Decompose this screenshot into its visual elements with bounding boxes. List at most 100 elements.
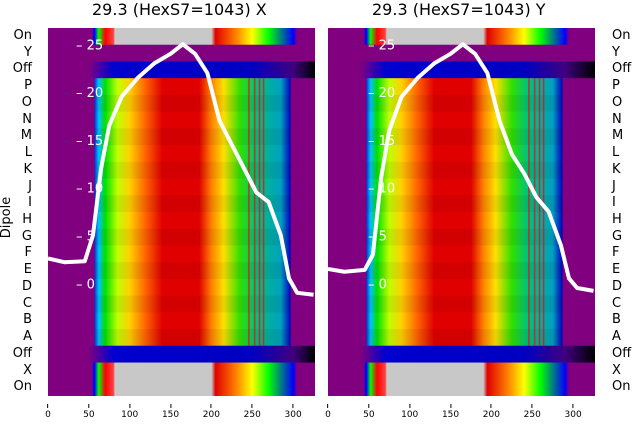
row-label: A xyxy=(612,329,621,345)
bottom-off-band xyxy=(328,345,595,363)
row-label: E xyxy=(23,262,32,278)
main-band xyxy=(366,78,563,346)
inner-y-tick-label: – 20 xyxy=(76,86,103,101)
left-heatmap: – 25 – 20 – 15 – 10 – 5 – 0 xyxy=(48,28,315,396)
stripe xyxy=(533,78,536,346)
x-tick-label: 250 xyxy=(524,404,541,420)
row-label: L xyxy=(24,145,32,161)
inner-y-tick-label: – 20 xyxy=(368,86,395,101)
row-shade xyxy=(366,195,563,212)
x-tick-label: 0 xyxy=(325,404,331,420)
right-heatmap: – 25 – 20 – 15 – 10 – 5 – 0 xyxy=(328,28,595,396)
row-label: L xyxy=(612,145,620,161)
row-label: Y xyxy=(24,44,32,60)
stripe xyxy=(248,78,250,346)
row-shade xyxy=(366,262,563,279)
row-shade xyxy=(366,128,563,146)
row-label: N xyxy=(612,111,622,127)
row-label: On xyxy=(612,28,631,43)
row-label: B xyxy=(23,312,32,328)
row-shade xyxy=(366,161,563,179)
left-chart-title: 29.3 (HexS7=1043) X xyxy=(92,0,267,19)
x-tick-label: 200 xyxy=(483,404,500,420)
x-tick-label: 100 xyxy=(121,404,138,420)
x-tick-label: 100 xyxy=(401,404,418,420)
top-on-band xyxy=(92,28,298,45)
row-label: Off xyxy=(12,345,32,361)
row-shade xyxy=(94,262,291,279)
row-label: M xyxy=(612,128,624,144)
row-label: K xyxy=(612,161,621,177)
row-label: D xyxy=(21,278,32,294)
row-label: Off xyxy=(612,345,632,361)
x-tick-label: 250 xyxy=(244,404,261,420)
row-shade xyxy=(94,228,291,246)
stripe xyxy=(253,78,256,346)
inner-y-tick-label: – 0 xyxy=(368,277,387,292)
row-label: D xyxy=(612,278,623,294)
row-shade xyxy=(94,329,291,346)
row-label: P xyxy=(24,78,32,94)
row-shade xyxy=(366,295,563,313)
row-label: K xyxy=(23,161,32,177)
inner-y-tick-label: – 5 xyxy=(76,229,95,244)
row-label: G xyxy=(612,228,623,244)
row-shade xyxy=(94,195,291,212)
row-label: Off xyxy=(612,61,632,77)
row-label: I xyxy=(612,195,616,211)
bottom-off-band xyxy=(48,345,315,363)
row-label: E xyxy=(612,262,621,278)
x-tick-label: 150 xyxy=(162,404,179,420)
stripe xyxy=(528,78,530,346)
row-label: H xyxy=(612,212,622,227)
stripe xyxy=(538,78,541,346)
x-tick-label: 150 xyxy=(442,404,459,420)
stripe xyxy=(542,78,545,346)
row-label: A xyxy=(23,329,32,345)
inner-y-tick-label: – 15 xyxy=(76,134,103,149)
x-tick-label: 200 xyxy=(203,404,220,420)
row-label: C xyxy=(612,295,622,311)
inner-y-tick-label: – 10 xyxy=(368,182,395,197)
inner-y-tick-label: – 15 xyxy=(368,134,395,149)
overlay-line xyxy=(48,42,314,297)
row-label: C xyxy=(22,295,32,311)
bottom-on-band xyxy=(364,362,570,396)
row-shade xyxy=(94,128,291,146)
row-label: X xyxy=(23,362,32,378)
stripe xyxy=(258,78,261,346)
row-label: Y xyxy=(612,44,620,60)
row-label: J xyxy=(612,178,616,194)
x-tick-label: 50 xyxy=(83,404,94,420)
inner-y-tick-label: – 5 xyxy=(368,229,387,244)
row-shade xyxy=(94,94,291,112)
row-label: F xyxy=(612,245,620,261)
top-off-band xyxy=(328,61,595,79)
main-band xyxy=(94,78,291,346)
row-shade xyxy=(366,94,563,112)
row-shade xyxy=(366,228,563,246)
row-label: P xyxy=(612,78,620,94)
row-label: X xyxy=(612,362,621,378)
row-shade xyxy=(94,295,291,313)
row-label: J xyxy=(28,178,32,194)
top-on-band xyxy=(364,28,570,45)
row-label: B xyxy=(612,312,621,328)
row-shade xyxy=(366,329,563,346)
row-label: On xyxy=(612,379,631,395)
row-label: O xyxy=(612,94,623,110)
inner-y-tick-label: – 10 xyxy=(76,182,103,197)
row-label: N xyxy=(22,111,32,127)
row-label: H xyxy=(22,212,32,227)
stripe xyxy=(262,78,265,346)
row-label: I xyxy=(28,195,32,211)
row-label: G xyxy=(21,228,32,244)
row-label: F xyxy=(24,245,32,261)
x-tick-label: 0 xyxy=(45,404,51,420)
row-shade xyxy=(94,161,291,179)
top-off-band xyxy=(48,61,315,79)
row-label: On xyxy=(13,28,32,43)
bottom-on-band xyxy=(92,362,298,396)
x-tick-label: 50 xyxy=(363,404,374,420)
x-tick-label: 300 xyxy=(285,404,302,420)
